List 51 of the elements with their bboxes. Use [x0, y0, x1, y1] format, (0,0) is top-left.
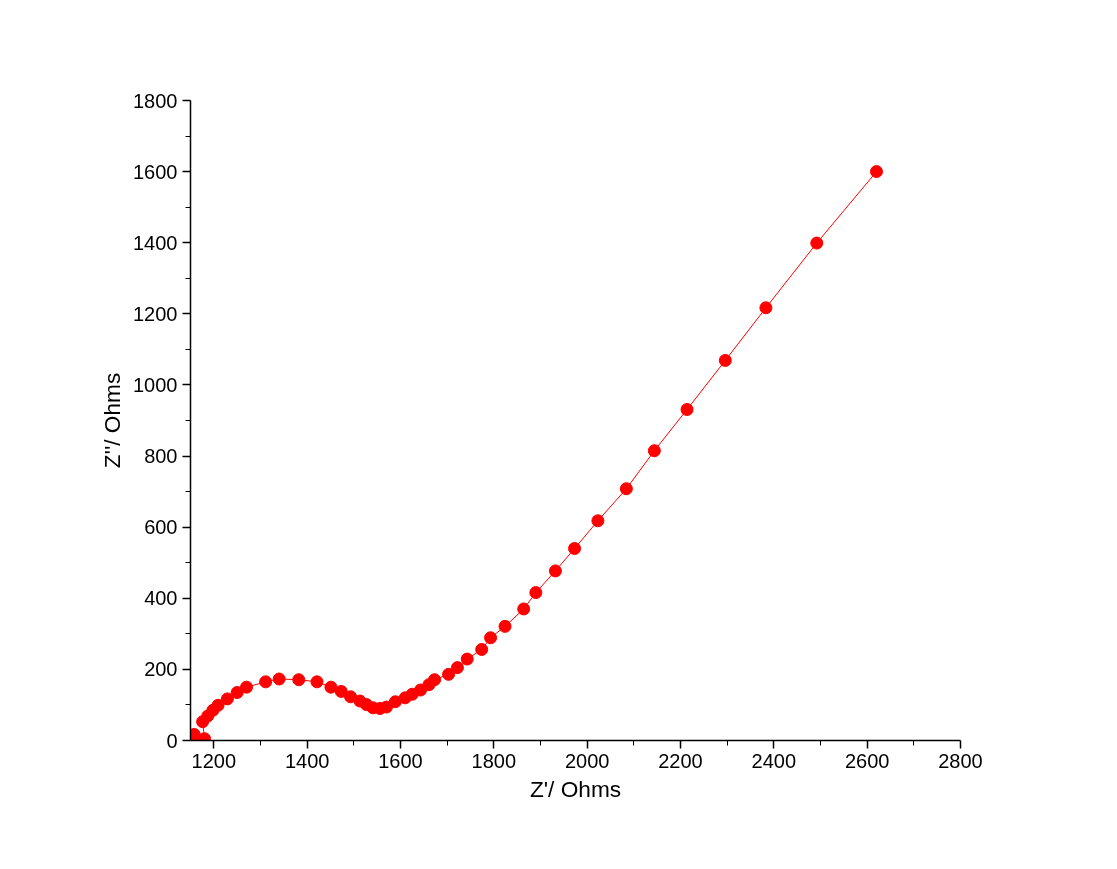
point	[442, 667, 456, 681]
y-tick-label: 1600	[133, 160, 178, 183]
point	[591, 514, 605, 528]
y-tick-label: 1000	[133, 373, 178, 396]
point	[220, 692, 234, 706]
y-tick-label: 600	[144, 516, 178, 539]
y-tick-label: 200	[144, 658, 178, 681]
point	[870, 165, 883, 179]
point	[292, 673, 306, 687]
x-tick-label: 2800	[938, 749, 983, 772]
x-tick-label: 2600	[844, 749, 890, 772]
x-tick-label: 2000	[564, 749, 610, 772]
point	[230, 686, 244, 699]
point	[310, 675, 324, 689]
x-tick-label: 2400	[751, 749, 797, 772]
point	[324, 680, 338, 694]
point	[498, 619, 512, 633]
point	[259, 675, 273, 689]
point	[759, 301, 773, 315]
y-tick-label: 400	[144, 587, 178, 610]
point	[334, 684, 348, 698]
x-tick-label: 1400	[284, 749, 330, 772]
y-tick-label: 1400	[133, 231, 178, 254]
point	[450, 661, 464, 675]
point	[272, 672, 286, 686]
point	[428, 673, 442, 687]
point	[568, 542, 582, 555]
x-tick-label: 1200	[191, 749, 237, 772]
point	[460, 652, 474, 666]
point	[647, 444, 661, 458]
x-axis-title: Z'/ Ohms	[529, 775, 622, 802]
y-axis-title: Z''/ Ohms	[99, 372, 126, 469]
point	[680, 402, 694, 416]
y-tick-label: 800	[144, 445, 178, 468]
point	[517, 602, 531, 616]
y-tick-label: 1800	[133, 89, 178, 112]
x-tick-label: 1600	[378, 749, 423, 772]
y-tick-label: 0	[166, 729, 178, 752]
point	[619, 482, 633, 496]
point	[240, 680, 253, 694]
point	[484, 631, 498, 645]
x-tick-label: 2200	[658, 749, 703, 772]
point	[718, 353, 732, 367]
point	[475, 642, 489, 656]
point	[810, 236, 824, 250]
x-tick-label: 1800	[471, 749, 517, 772]
point	[529, 586, 543, 600]
y-tick-label: 1200	[133, 302, 178, 325]
point	[388, 695, 402, 709]
point	[211, 698, 225, 712]
point	[548, 564, 562, 578]
